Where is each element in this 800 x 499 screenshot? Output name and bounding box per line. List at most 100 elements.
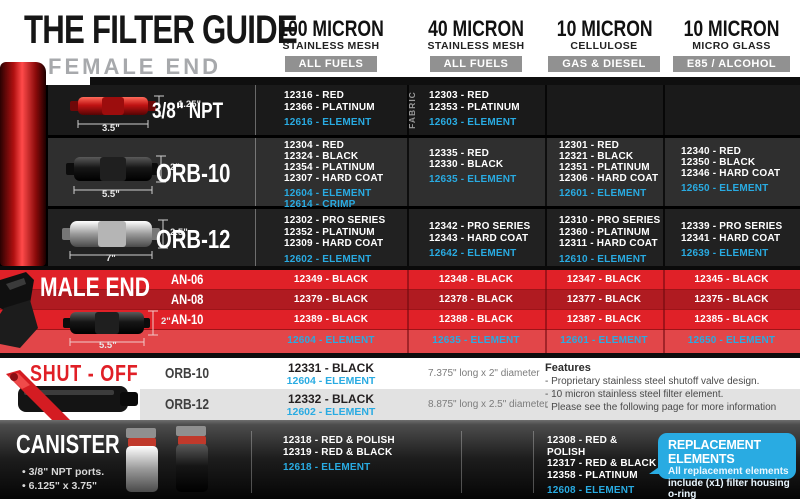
feature-item: - Proprietary stainless steel shutoff va…	[545, 376, 760, 387]
callout-body-line: include (x1) filter housing o-ring	[668, 477, 790, 499]
row-label-block: 1.25" 3.5" 3/8" NPT	[48, 85, 255, 135]
height-dimension: 2"	[170, 162, 180, 173]
part-number: 12343 - HARD COAT	[429, 232, 529, 244]
part-number: 12375 - BLACK	[694, 294, 769, 305]
fuel-badge: ALL FUELS	[429, 56, 523, 72]
part-number: 12316 - RED	[284, 90, 345, 101]
column-title: 40 MICRON	[428, 16, 524, 41]
part-number: 12360 - PLATINUM	[559, 226, 650, 238]
element-number: 12635 - ELEMENT	[432, 335, 520, 346]
part-number: 12308 - RED & POLISH	[547, 435, 618, 458]
part-number: 12339 - PRO SERIES	[681, 221, 783, 232]
part-number: 12324 - BLACK	[284, 151, 359, 162]
part-number: 12330 - BLACK	[429, 159, 504, 170]
height-dimension: 2"	[161, 316, 171, 327]
part-number: 12311 - HARD COAT	[559, 238, 658, 249]
column-header-100-micron: 100 MICRON STAINLESS MESH ALL FUELS	[255, 18, 407, 72]
column-divider	[251, 431, 252, 493]
width-dimension: 7"	[106, 253, 116, 264]
table-cell: 12310 - PRO SERIES 12360 - PLATINUM 1231…	[545, 209, 663, 266]
part-number: 12387 - BLACK	[566, 314, 642, 325]
part-number: 12378 - BLACK	[438, 294, 514, 305]
column-subtitle: STAINLESS MESH	[427, 40, 525, 52]
column-subtitle: CELLULOSE	[570, 40, 638, 52]
row-label-block: 2.5" 7" ORB-12	[48, 209, 255, 266]
feature-item: - Please see the following page for more…	[545, 402, 777, 413]
row-label: ORB-10	[156, 158, 231, 188]
element-number: 12602 - ELEMENT	[284, 253, 372, 265]
part-number: 12345 - BLACK	[694, 274, 769, 285]
element-number: 12616 - ELEMENT	[284, 117, 372, 128]
element-number: 12650 - ELEMENT	[681, 183, 769, 194]
male-filter-image: 2" 5.5"	[55, 306, 179, 357]
orb12-filter-image: 2.5" 7"	[54, 213, 188, 268]
table-cell: 12340 - RED 12350 - BLACK 12346 - HARD C…	[663, 138, 800, 206]
column-header-10-micron-cellulose: 10 MICRON CELLULOSE GAS & DIESEL	[545, 18, 663, 72]
part-number: 12332 - BLACK	[287, 392, 375, 406]
height-dimension: 1.25"	[178, 99, 201, 110]
an08-label: AN-08	[171, 291, 204, 307]
spec-item: • 6.125" x 3.75"	[22, 480, 97, 492]
part-number: 12348 - BLACK	[438, 274, 514, 285]
spec-item: • 3/8" NPT ports.	[22, 466, 105, 478]
element-number: 12650 - ELEMENT	[687, 335, 776, 346]
element-number: 12601 - ELEMENT	[560, 335, 648, 346]
element-number: 12601 - ELEMENT	[559, 188, 647, 199]
fuel-badge: GAS & DIESEL	[548, 56, 660, 72]
male-row-an08: 12379 - BLACK 12378 - BLACK 12377 - BLAC…	[0, 290, 800, 309]
part-number: 12349 - BLACK	[293, 274, 369, 285]
page-title: THE FILTER GUIDE	[24, 8, 298, 52]
part-number: 12319 - RED & BLACK	[283, 446, 393, 458]
column-divider	[663, 270, 665, 353]
dimensions-note: 8.875" long x 2.5" diameter	[428, 399, 548, 410]
header-divider-bar	[90, 77, 800, 85]
part-number: 12318 - RED & POLISH	[283, 435, 395, 446]
table-cell-empty	[663, 85, 800, 135]
column-title: 10 MICRON	[683, 16, 780, 41]
part-number: 12351 - PLATINUM	[559, 162, 650, 173]
part-number: 12340 - RED	[681, 146, 742, 157]
column-divider	[545, 270, 547, 353]
male-row-an10: 12389 - BLACK 12388 - BLACK 12387 - BLAC…	[0, 310, 800, 329]
table-row-orb10: 2" 5.5" ORB-10 12304 - RED 12324 - BLACK…	[48, 138, 800, 221]
width-dimension: 3.5"	[102, 123, 120, 134]
dimensions-note: 7.375" long x 2" diameter	[428, 368, 540, 379]
element-number: 12639 - ELEMENT	[681, 248, 769, 259]
npt-filter-image: 1.25" 3.5"	[58, 87, 201, 138]
table-cell: 12316 - RED 12366 - PLATINUM 12616 - ELE…	[255, 85, 407, 135]
an10-label: AN-10	[171, 311, 204, 327]
element-number: 12618 - ELEMENT	[283, 462, 371, 473]
features-block: Features - Proprietary stainless steel s…	[545, 362, 795, 414]
column-title: 100 MICRON	[278, 16, 384, 41]
element-number: 12604 - ELEMENT	[284, 188, 372, 199]
male-end-title: MALE END	[40, 272, 150, 302]
part-number: 12358 - PLATINUM	[547, 469, 638, 481]
table-cell: FABRIC 12303 - RED 12353 - PLATINUM 1260…	[407, 85, 545, 135]
column-header-40-micron: 40 MICRON STAINLESS MESH ALL FUELS	[407, 18, 545, 72]
part-number: 12307 - HARD COAT	[284, 173, 384, 184]
canister-title: CANISTER	[16, 429, 120, 459]
part-number: 12385 - BLACK	[694, 314, 769, 325]
part-number: 12321 - BLACK	[559, 151, 634, 162]
table-cell: 12304 - RED 12324 - BLACK 12354 - PLATIN…	[255, 138, 407, 221]
male-row-elements: 12604 - ELEMENT 12635 - ELEMENT 12601 - …	[0, 330, 800, 353]
table-cell: 12308 - RED & POLISH 12317 - RED & BLACK…	[547, 435, 657, 497]
shut-off-parts: 12331 - BLACK 12604 - ELEMENT	[255, 362, 407, 388]
callout-title: REPLACEMENT ELEMENTS	[668, 438, 761, 466]
element-number: 12642 - ELEMENT	[429, 248, 517, 259]
an06-label: AN-06	[171, 271, 204, 287]
shut-off-title: SHUT - OFF	[30, 360, 139, 386]
section-label-female-end: FEMALE END	[48, 54, 221, 79]
shut-off-valve-photo	[6, 370, 138, 420]
shut-off-parts: 12332 - BLACK 12602 - ELEMENT	[255, 392, 407, 419]
part-number: 12377 - BLACK	[566, 294, 642, 305]
part-number: 12317 - RED & BLACK	[547, 458, 657, 469]
section-divider	[0, 266, 800, 270]
male-row-an06: 12349 - BLACK 12348 - BLACK 12347 - BLAC…	[0, 270, 800, 289]
table-row-npt: 1.25" 3.5" 3/8" NPT 12316 - RED 12366 - …	[48, 85, 800, 135]
column-subtitle: MICRO GLASS	[692, 40, 771, 52]
row-stripe	[140, 389, 800, 420]
female-end-table: 1.25" 3.5" 3/8" NPT 12316 - RED 12366 - …	[0, 62, 800, 266]
shut-off-section: SHUT - OFF ORB-10 ORB-12 12331 - BLACK 1…	[0, 358, 800, 420]
